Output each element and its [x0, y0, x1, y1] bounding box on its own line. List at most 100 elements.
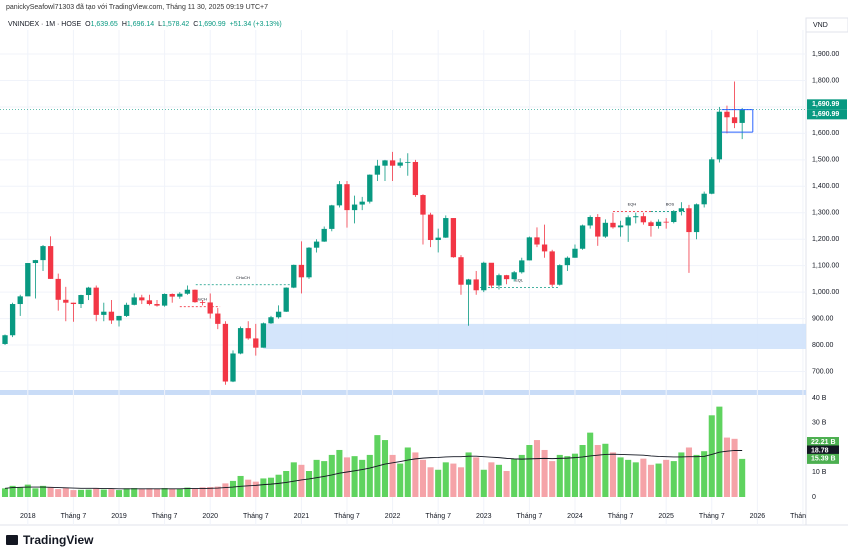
volume-tag [807, 437, 839, 448]
volume-bar [678, 452, 685, 497]
volume-bar [617, 457, 624, 497]
volume-bar [93, 488, 100, 497]
candle-body [716, 111, 723, 160]
legend-symbol: VNINDEX · 1M · HOSE [8, 21, 81, 28]
volume-bar [146, 488, 153, 497]
volume-bar [55, 489, 62, 497]
volume-tag [807, 445, 839, 456]
volume-bar [731, 438, 738, 497]
volume-bar [457, 467, 465, 497]
x-tick-label: Tháng 7 [334, 513, 360, 520]
volume-bar [214, 486, 221, 497]
volume-bar [685, 447, 693, 497]
volume-bar [412, 452, 419, 497]
candle-body [686, 208, 692, 233]
legend-key: O [85, 21, 91, 28]
volume-bar [70, 490, 77, 497]
volume-bar [435, 469, 442, 497]
volume-bar [1, 488, 9, 497]
candle-body [435, 237, 441, 241]
annotation-label: CHoCH [193, 297, 207, 302]
volume-bar [693, 454, 700, 497]
candle-body [519, 260, 525, 273]
volume-bar [419, 459, 427, 497]
candle-body [739, 109, 745, 123]
candle-body [215, 313, 221, 324]
volume-bar [594, 445, 601, 497]
volume-bar [32, 488, 39, 497]
candle-body [70, 302, 77, 305]
candle-body [572, 248, 578, 258]
candle-body [724, 111, 730, 118]
candle-body [488, 262, 495, 286]
volume-bar [351, 456, 358, 497]
candle-body [17, 296, 23, 305]
volume-bar [191, 488, 199, 497]
pane-separator [0, 390, 806, 395]
volume-bar [229, 480, 237, 497]
volume-bar [313, 459, 320, 497]
price-tag [807, 109, 847, 120]
candle-body [709, 159, 715, 194]
candle-body [602, 222, 609, 237]
candle-body [230, 353, 236, 382]
candle-body [32, 260, 39, 264]
candle-body [405, 161, 411, 163]
candle-body [47, 246, 54, 279]
candle-body [123, 304, 130, 316]
volume-bar [275, 474, 282, 497]
candle-body [382, 160, 388, 166]
volume-bar [153, 488, 161, 497]
candle-body [557, 265, 563, 285]
candle-body [693, 204, 700, 233]
volume-bar [305, 471, 313, 497]
candle-body [313, 241, 320, 248]
candle-body [481, 262, 487, 291]
candle-body [101, 311, 107, 315]
y-tick-label: 1,000.00 [812, 289, 839, 296]
annotation-label: EQL [515, 278, 524, 283]
volume-bar [47, 487, 54, 497]
candle-body [253, 338, 259, 348]
x-tick-label: Tháng 7 [517, 513, 543, 520]
volume-bar [670, 461, 677, 497]
x-tick-label: 2019 [111, 513, 127, 520]
brand: TradingView [23, 533, 94, 547]
candle-body [154, 304, 160, 306]
volume-bar [541, 449, 548, 497]
candle-body [617, 225, 624, 228]
y-tick-label: 1,300.00 [812, 210, 839, 217]
volume-bar [663, 459, 670, 497]
candle-body [564, 257, 571, 266]
candle-body [465, 279, 472, 285]
candle-body [367, 174, 373, 202]
candle-body [351, 204, 358, 211]
candle-body [625, 217, 631, 226]
currency-box [805, 17, 848, 33]
volume-bar [298, 464, 305, 497]
x-tick-label: Tháng 7 [425, 513, 451, 520]
legend-value: 1,639.65 [91, 21, 118, 28]
candle-body [321, 228, 327, 242]
candle-body [648, 222, 654, 226]
candle-body [207, 302, 213, 314]
candle-body [427, 214, 434, 241]
volume-tag [807, 453, 839, 464]
volume-bar [328, 454, 335, 497]
volume-bar [115, 490, 123, 497]
volume-bar [404, 447, 411, 497]
legend-key: L [158, 21, 162, 28]
author-line: panickySeafowl71303 đã tạo với TradingVi… [6, 4, 268, 11]
x-tick-label: 2026 [750, 513, 766, 520]
x-tick-label: 2022 [385, 513, 401, 520]
candle-body [222, 323, 229, 382]
volume-bar [39, 485, 47, 497]
candle-body [237, 328, 244, 354]
volume-bar [17, 487, 24, 497]
y-tick-label: 1,500.00 [812, 157, 839, 164]
volume-tick-label: 10 B [812, 469, 827, 476]
volume-bar [321, 461, 328, 497]
legend-value: 1,690.99 [198, 21, 225, 28]
